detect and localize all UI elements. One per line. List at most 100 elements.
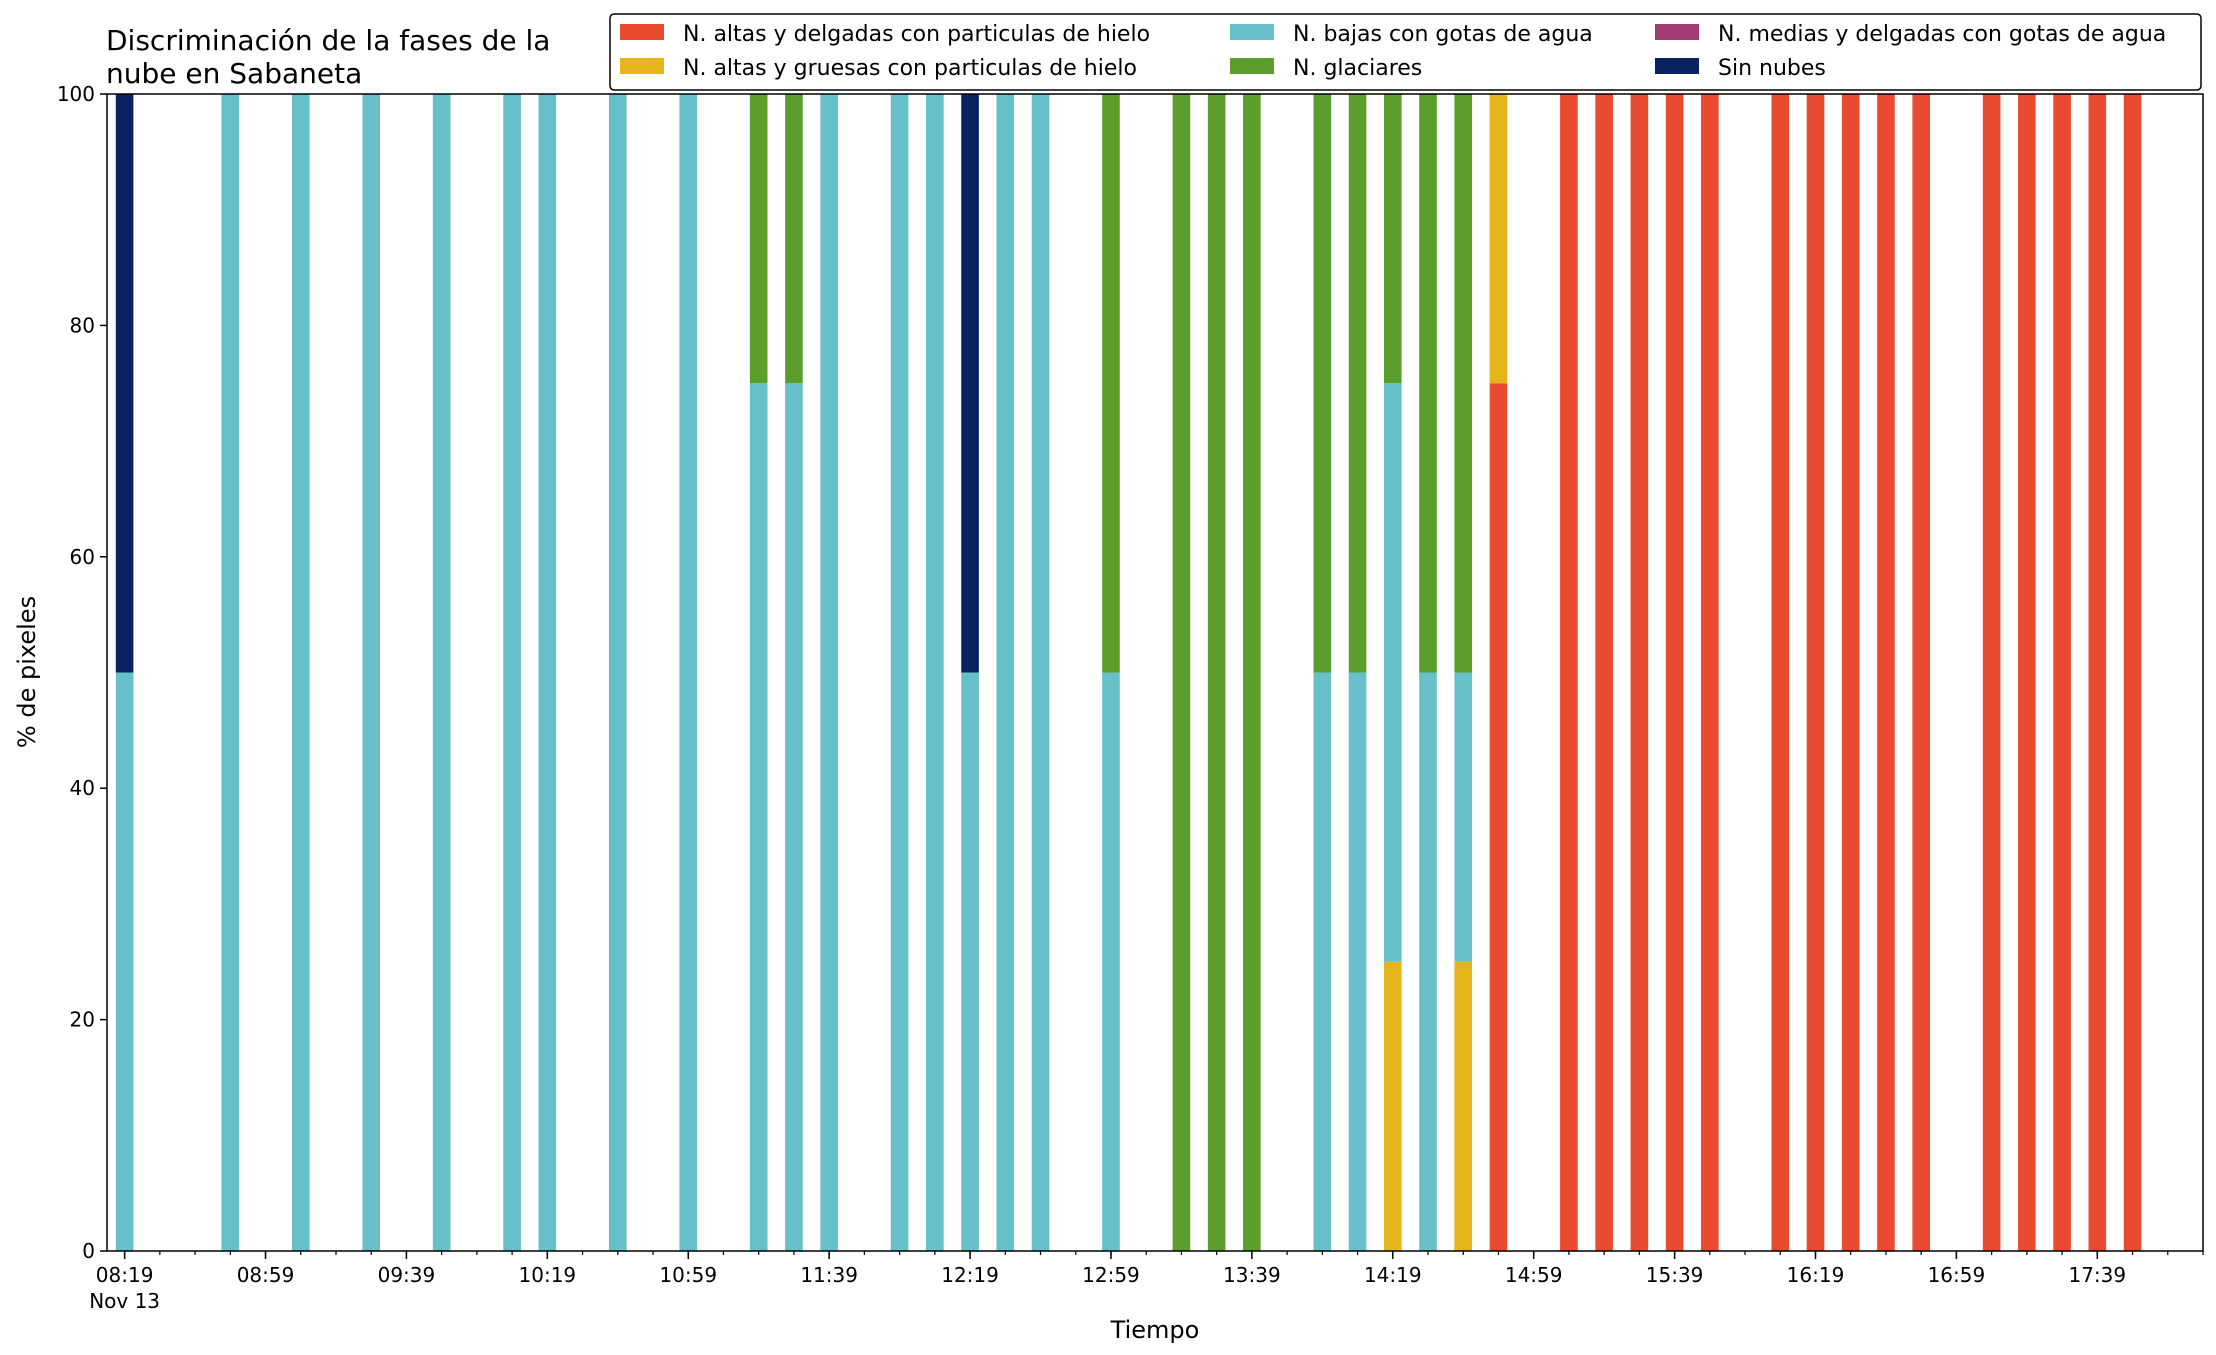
x-axis-label: Tiempo xyxy=(1110,1316,1200,1344)
bar-segment xyxy=(1348,94,1367,673)
bar-segment xyxy=(503,94,521,1251)
bar-segment xyxy=(608,94,627,1251)
legend-swatch xyxy=(1655,58,1699,74)
chart-title-line-1: Discriminación de la fases de la xyxy=(106,24,550,57)
bar-segment xyxy=(961,94,979,673)
bar-segment xyxy=(1419,672,1437,1251)
bar-segment xyxy=(890,94,909,1251)
bar-segment xyxy=(1383,961,1402,1251)
chart-title: Discriminación de la fases de la nube en… xyxy=(106,24,550,90)
plot-frame xyxy=(106,93,2204,1252)
bar-segment xyxy=(961,672,979,1251)
legend-label: N. altas y gruesas con particulas de hie… xyxy=(683,56,1137,81)
bar-segment xyxy=(1031,94,1050,1251)
y-tick-label: 80 xyxy=(70,313,95,337)
x-tick-label: 08:59 xyxy=(237,1263,295,1287)
x-tick-label: 10:59 xyxy=(659,1263,717,1287)
y-tick-label: 100 xyxy=(57,82,95,106)
x-tick-label: 12:19 xyxy=(941,1263,999,1287)
y-tick-label: 60 xyxy=(70,545,95,569)
bar-segment xyxy=(1348,672,1367,1251)
bar-segment xyxy=(1243,94,1261,1251)
bar-segment xyxy=(749,94,768,384)
bar-segment xyxy=(1630,94,1649,1251)
x-tick-label: 16:59 xyxy=(1928,1263,1986,1287)
bar-segment xyxy=(1982,94,2001,1251)
bar-segment xyxy=(926,94,944,1251)
legend-swatch xyxy=(1230,58,1274,74)
y-axis-label: % de pixeles xyxy=(13,596,41,748)
bar-segment xyxy=(1454,961,1473,1251)
bar-segment xyxy=(2018,94,2036,1251)
legend-label: N. glaciares xyxy=(1293,56,1422,81)
bar-segment xyxy=(432,94,451,1251)
bar-segment xyxy=(1595,94,1613,1251)
x-tick-label: 16:19 xyxy=(1787,1263,1845,1287)
legend-swatch xyxy=(1655,24,1699,40)
bar-segment xyxy=(1172,94,1191,1251)
legend-box xyxy=(609,13,2202,91)
x-tick-label: 08:19 xyxy=(96,1263,154,1287)
bar-segment xyxy=(1665,94,1684,1251)
bar-segment xyxy=(1313,94,1332,673)
x-date-label: Nov 13 xyxy=(89,1289,160,1313)
bar-segment xyxy=(1383,383,1402,962)
x-tick-label: 12:59 xyxy=(1082,1263,1140,1287)
bar-segment xyxy=(996,94,1015,1251)
legend-swatch xyxy=(1230,24,1274,40)
bar-segment xyxy=(1912,94,1930,1251)
bar-segment xyxy=(1454,94,1473,673)
y-axis: 0 20 40 60 80 100 xyxy=(57,82,107,1263)
legend-label: Sin nubes xyxy=(1718,56,1826,81)
bar-segment xyxy=(221,94,240,1251)
bar-segment xyxy=(1102,672,1120,1251)
bar-segment xyxy=(2053,94,2071,1251)
bar-segment xyxy=(1560,94,1578,1251)
bar-segment xyxy=(1489,94,1508,384)
legend: N. altas y delgadas con particulas de hi… xyxy=(609,13,2202,91)
x-tick-label: 10:19 xyxy=(519,1263,577,1287)
bar-segment xyxy=(1102,94,1120,673)
bar-segment xyxy=(115,94,134,673)
bar-segment xyxy=(2123,94,2142,1251)
chart-title-line-2: nube en Sabaneta xyxy=(106,57,362,90)
bar-segment xyxy=(1313,672,1332,1251)
x-tick-label: 13:39 xyxy=(1223,1263,1281,1287)
legend-swatch xyxy=(620,58,664,74)
y-tick-label: 20 xyxy=(70,1008,95,1032)
legend-label: N. bajas con gotas de agua xyxy=(1293,22,1593,47)
y-tick-label: 40 xyxy=(70,776,95,800)
bar-segment xyxy=(1877,94,1895,1251)
bar-segment xyxy=(1771,94,1790,1251)
bar-segment xyxy=(291,94,310,1251)
bar-segment xyxy=(1207,94,1226,1251)
x-tick-label: 11:39 xyxy=(800,1263,858,1287)
bar-segment xyxy=(2088,94,2107,1251)
x-tick-label: 17:39 xyxy=(2068,1263,2126,1287)
bar-segment xyxy=(1383,94,1402,384)
bar-segment xyxy=(1489,383,1508,1251)
bar-segment xyxy=(1454,672,1473,962)
bars-layer xyxy=(115,94,2142,1251)
bar-segment xyxy=(115,672,134,1251)
legend-label: N. altas y delgadas con particulas de hi… xyxy=(683,22,1150,47)
bar-segment xyxy=(749,383,768,1251)
bar-segment xyxy=(538,94,557,1251)
bar-segment xyxy=(1701,94,1719,1251)
bar-segment xyxy=(785,94,803,384)
bar-segment xyxy=(1841,94,1860,1251)
bar-segment xyxy=(1806,94,1825,1251)
x-tick-label: 09:39 xyxy=(378,1263,436,1287)
x-axis: 08:19 08:59 09:39 10:19 10:59 11:39 12:19 12:59… xyxy=(89,1251,2204,1313)
bar-segment xyxy=(785,383,803,1251)
legend-label: N. medias y delgadas con gotas de agua xyxy=(1718,22,2166,47)
x-tick-label: 14:19 xyxy=(1364,1263,1422,1287)
y-tick-label: 0 xyxy=(82,1239,95,1263)
x-tick-label: 14:59 xyxy=(1505,1263,1563,1287)
bar-segment xyxy=(820,94,838,1251)
x-tick-label: 15:39 xyxy=(1646,1263,1704,1287)
bar-segment xyxy=(679,94,698,1251)
legend-swatch xyxy=(620,24,664,40)
bar-segment xyxy=(1419,94,1437,673)
